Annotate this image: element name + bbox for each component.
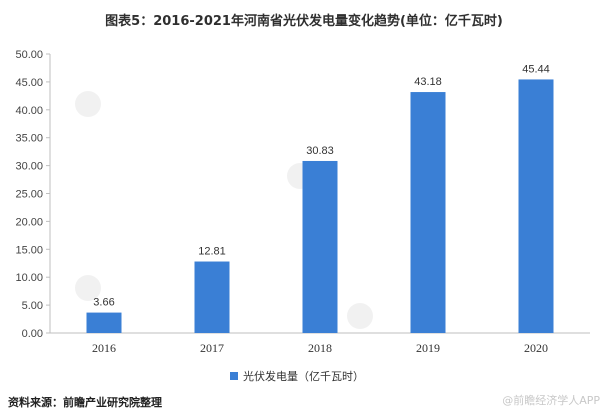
bar	[86, 312, 122, 333]
bar	[518, 79, 554, 334]
x-tick-label: 2018	[308, 341, 332, 355]
x-tick-label: 2017	[200, 341, 224, 355]
x-tick-label: 2019	[416, 341, 440, 355]
data-label: 3.66	[93, 297, 114, 309]
bars	[86, 79, 554, 334]
y-tick-label: 0.00	[22, 328, 43, 340]
x-axis: 2016 2017 2018 2019 2020	[50, 332, 590, 355]
y-tick-label: 35.00	[15, 133, 43, 145]
x-tick-label: 2020	[524, 341, 548, 355]
data-label: 43.18	[414, 76, 442, 88]
bar	[194, 261, 230, 333]
y-axis: 0.00 5.00 10.00 15.00 20.00 25.00 30.00 35.00 40…	[15, 49, 51, 340]
data-labels: 3.66 12.81 30.83 43.18 45.44	[93, 63, 549, 308]
y-tick-label: 45.00	[15, 77, 43, 89]
y-tick-label: 40.00	[15, 105, 43, 117]
y-tick-label: 5.00	[22, 300, 43, 312]
x-tick-label: 2016	[92, 341, 116, 355]
y-tick-label: 30.00	[15, 161, 43, 173]
watermark-logo-icon	[75, 91, 101, 117]
watermark-logo-icon	[75, 275, 101, 301]
legend-label: 光伏发电量（亿千瓦时）	[243, 369, 364, 383]
bar	[410, 92, 446, 333]
y-tick-label: 50.00	[15, 49, 43, 61]
watermark-logo-icon	[347, 303, 373, 329]
watermark-credit: @前瞻经济学人APP	[502, 394, 600, 407]
y-tick-label: 25.00	[15, 189, 43, 201]
y-tick-label: 15.00	[15, 244, 43, 256]
legend: 光伏发电量（亿千瓦时）	[230, 369, 364, 383]
y-tick-label: 20.00	[15, 216, 43, 228]
y-tick-label: 10.00	[15, 272, 43, 284]
bar	[302, 160, 338, 333]
source-note: 资料来源：前瞻产业研究院整理	[8, 396, 162, 409]
chart-title: 图表5：2016-2021年河南省光伏发电量变化趋势(单位：亿千瓦时)	[105, 14, 503, 29]
legend-swatch	[230, 372, 238, 380]
data-label: 45.44	[522, 63, 550, 75]
data-label: 12.81	[198, 246, 226, 258]
data-label: 30.83	[306, 145, 334, 157]
